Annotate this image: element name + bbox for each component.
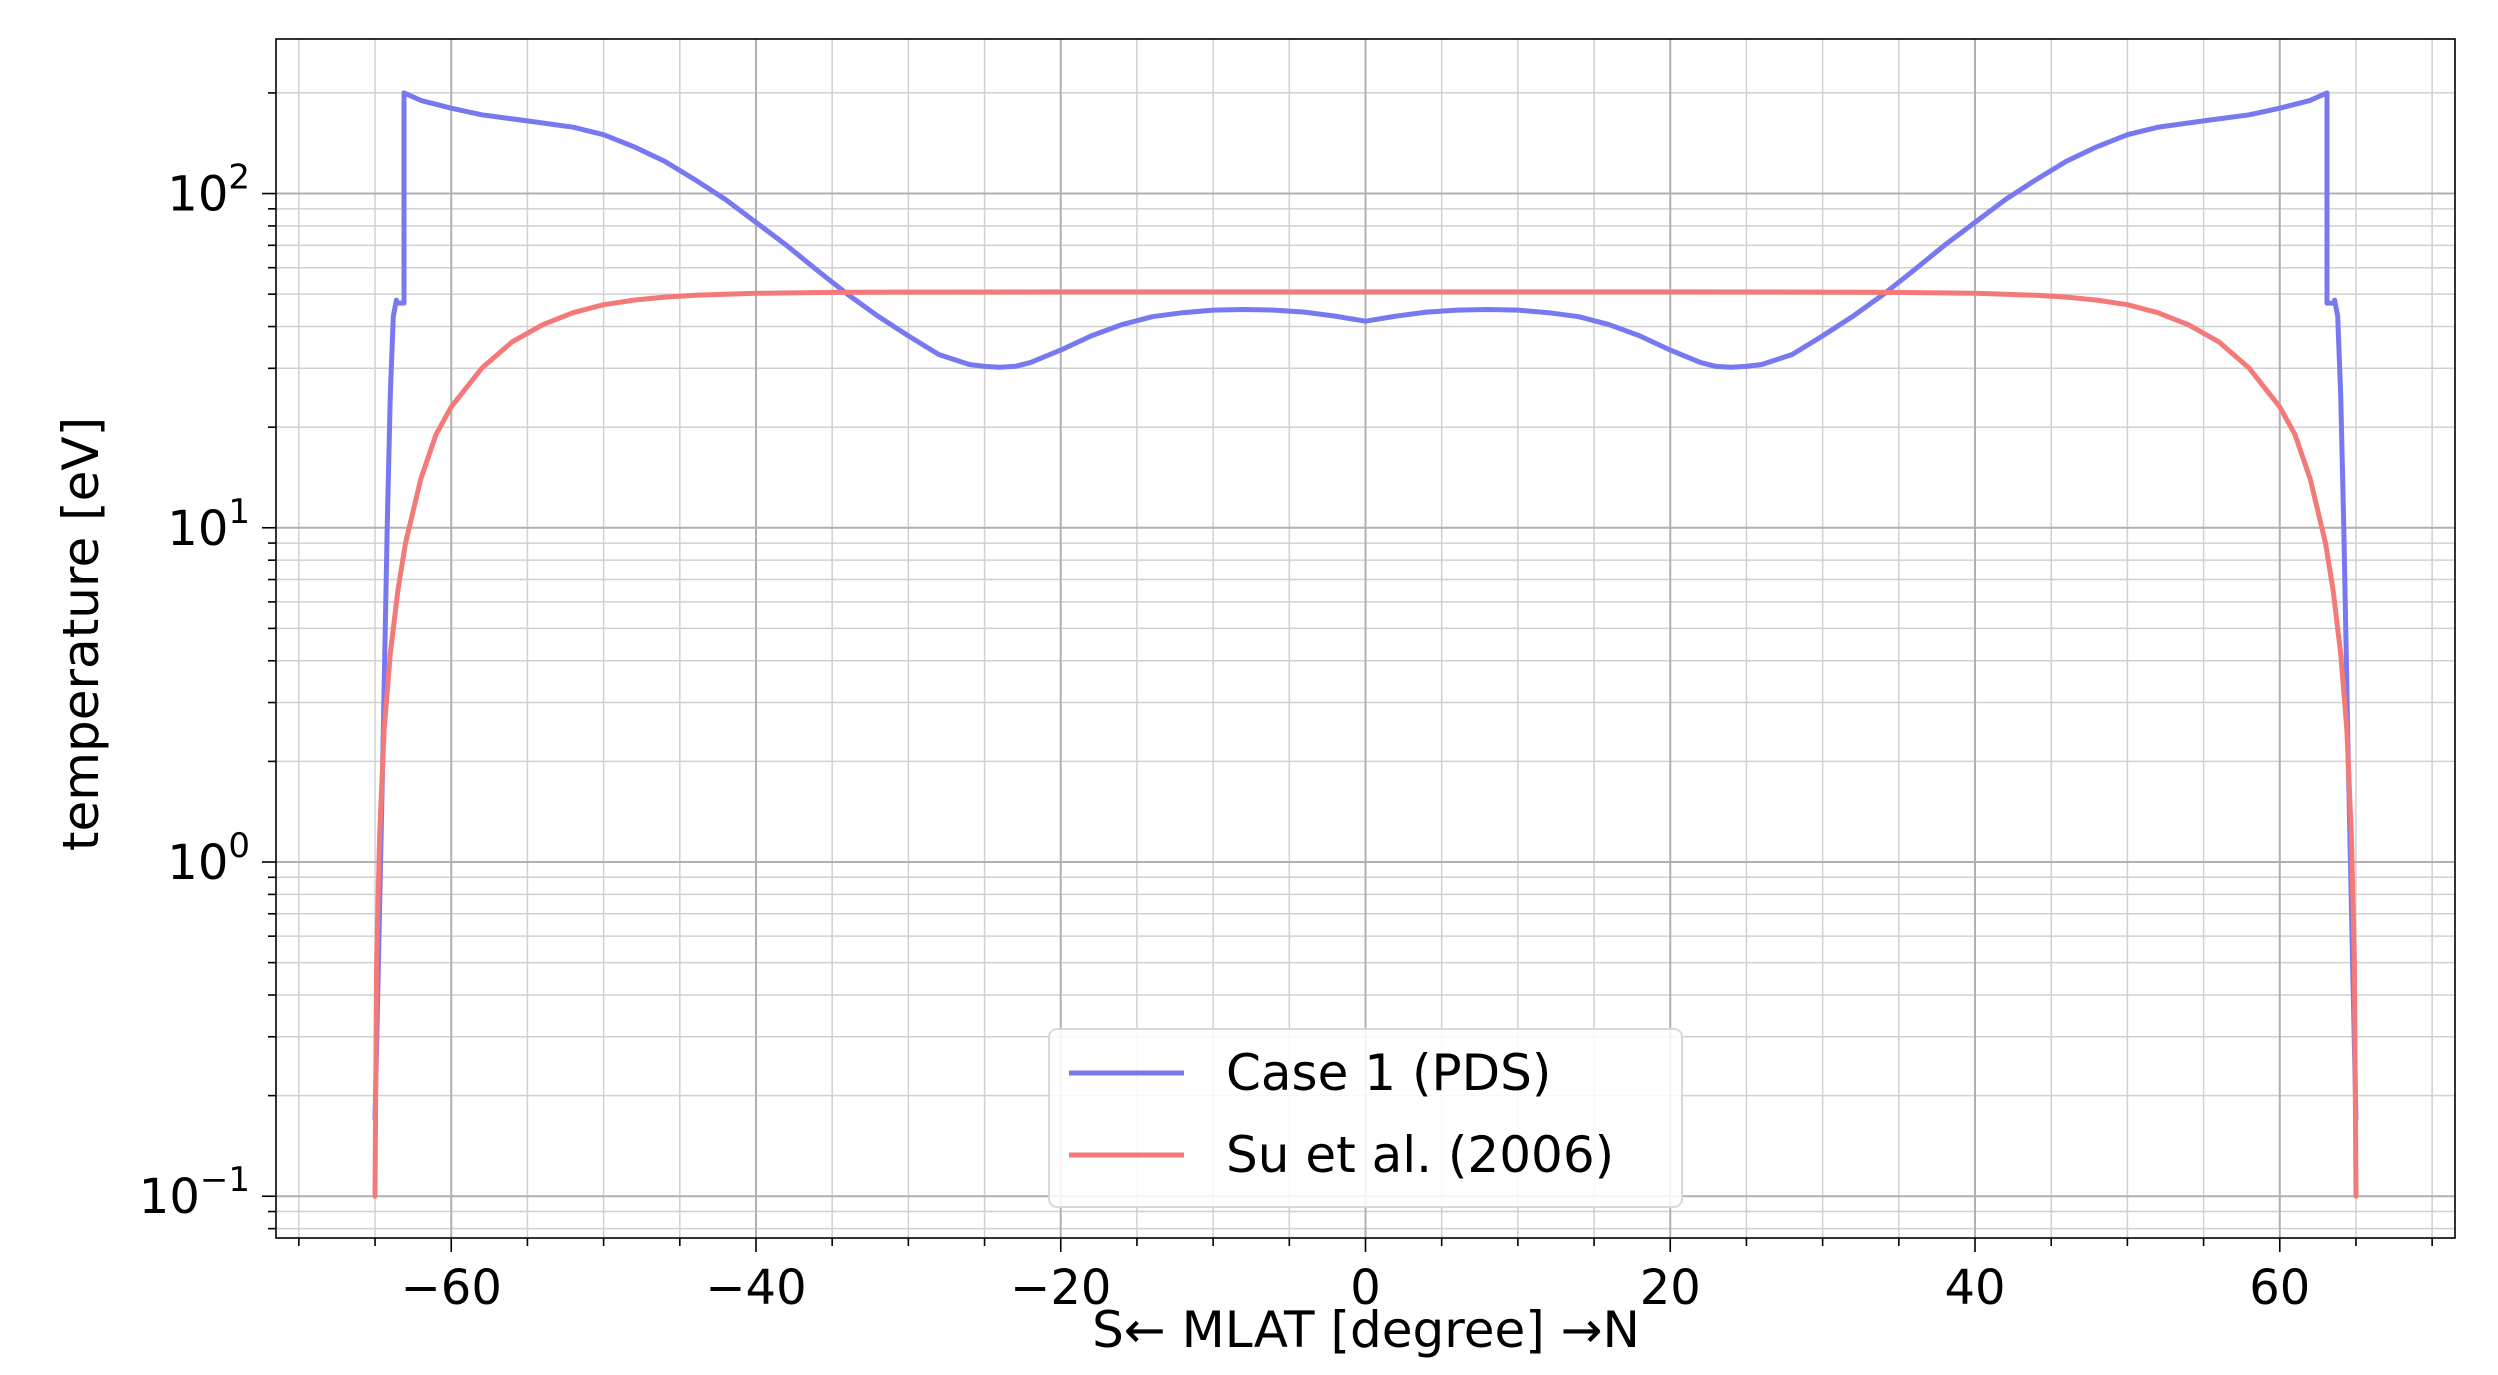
x-ticks: −60 −40 −20 0 20 40 60	[298, 1238, 2433, 1316]
legend-box	[1048, 1028, 1683, 1208]
y-ticks: 102 101 100 10−1	[139, 92, 276, 1230]
legend-label-su2006: Su et al. (2006)	[1226, 1126, 1614, 1184]
x-tick-label: 60	[2249, 1260, 2310, 1316]
x-tick-label: −20	[1010, 1260, 1111, 1316]
series-line-su2006	[372, 289, 2359, 1199]
x-tick-label: −40	[705, 1260, 806, 1316]
series-line-case1	[372, 90, 2359, 1122]
x-tick-label: 0	[1350, 1260, 1381, 1316]
y-tick-label: 101	[167, 492, 250, 557]
x-tick-label: −60	[401, 1260, 502, 1316]
x-tick-label: 40	[1944, 1260, 2005, 1316]
legend: Case 1 (PDS) Su et al. (2006)	[1048, 1028, 1683, 1208]
x-axis-label: S← MLAT [degree] →N	[1092, 1301, 1640, 1359]
x-tick-label: 20	[1640, 1260, 1701, 1316]
series-layer	[372, 90, 2359, 1199]
y-axis-label: temperature [eV]	[52, 417, 110, 851]
legend-label-case1: Case 1 (PDS)	[1226, 1044, 1551, 1102]
y-tick-label: 10−1	[139, 1160, 250, 1225]
y-tick-label: 102	[167, 158, 250, 223]
y-tick-label: 100	[167, 826, 250, 891]
